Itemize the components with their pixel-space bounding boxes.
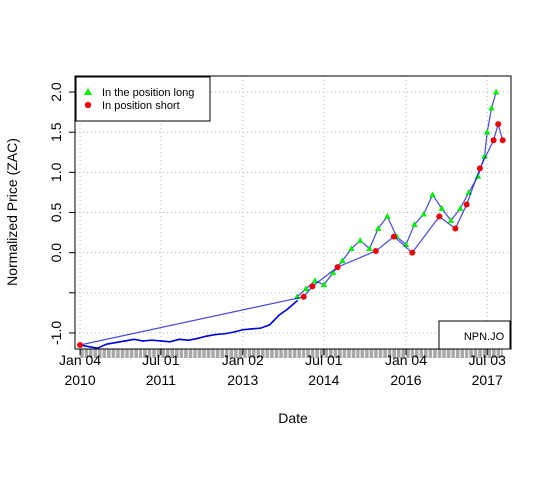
series-point (436, 213, 443, 220)
x-tick-label: Jul 03 (469, 352, 507, 368)
x-tick-label: Jan 02 (222, 352, 264, 368)
series-point (488, 104, 495, 111)
series-point (205, 335, 208, 337)
series-point (329, 269, 337, 276)
series-point (372, 248, 379, 255)
series-point (339, 257, 346, 264)
series-point (356, 237, 364, 244)
series-point (320, 281, 328, 288)
legend: In the position long In position short (75, 76, 211, 122)
series-point (187, 339, 190, 341)
x-tick-year-label: 2014 (308, 372, 339, 388)
series-point (374, 225, 382, 231)
series-point (133, 338, 136, 341)
series-point (124, 340, 126, 342)
series-point (499, 137, 506, 144)
y-tick-label: 2.0 (48, 82, 64, 102)
series-point (250, 328, 253, 330)
x-tick-label: Jan 04 (385, 352, 427, 368)
y-tick-label: 0.0 (48, 243, 64, 263)
x-tick-year-label: 2016 (390, 372, 421, 388)
series-point (223, 332, 226, 335)
y-tick-label: 1.0 (48, 162, 64, 182)
series-point (390, 233, 397, 240)
series-point (457, 205, 464, 211)
series-point (438, 205, 446, 211)
series-point (77, 341, 84, 348)
ticker-box (438, 320, 511, 350)
y-tick-label: 1.5 (48, 122, 64, 142)
ticker-label: NPN.JO (464, 331, 505, 343)
series-point (178, 338, 180, 341)
series-point (241, 328, 244, 331)
series-point (287, 308, 289, 310)
legend-label-short: In position short (102, 100, 180, 112)
x-tick-label: Jul 01 (142, 352, 180, 368)
series-point (141, 340, 144, 342)
legend-marker-short (84, 101, 92, 109)
series-point (160, 340, 162, 342)
y-tick-label: -1.0 (48, 321, 64, 345)
series-point (481, 152, 488, 159)
y-tick-label: 0.5 (48, 203, 64, 223)
x-tick-label: Jul 01 (305, 352, 343, 368)
ticker-annotation: NPN.JO (438, 320, 511, 350)
series-point (495, 121, 502, 128)
series-point (490, 137, 497, 144)
series-point (114, 341, 117, 344)
x-axis: Jan 04 2010 Jul 01 2011 Jan 02 2013 Jul 01 2014… (59, 349, 506, 388)
series-point (452, 225, 459, 232)
x-tick-year-label: 2017 (472, 372, 503, 388)
series-point (296, 300, 298, 302)
legend-label-long: In the position long (102, 87, 194, 99)
series-point (259, 327, 262, 329)
series-point (411, 221, 418, 227)
bottom-band-fill (80, 349, 503, 358)
series-point (334, 264, 341, 271)
series-point (87, 345, 90, 348)
series-point (300, 293, 307, 300)
y-axis-label: Normalized Price (ZAC) (4, 138, 20, 286)
x-tick-year-label: 2013 (227, 372, 258, 388)
series-point (447, 217, 455, 223)
series-point (151, 339, 153, 341)
series-point (278, 314, 280, 317)
x-axis-label: Date (278, 410, 308, 426)
series-line (79, 300, 298, 350)
series-point (268, 324, 271, 326)
series-point (169, 340, 171, 343)
series-point (366, 245, 373, 252)
series-point (483, 128, 491, 135)
series-point (384, 213, 391, 219)
x-tick-label: Jan 04 (59, 352, 101, 368)
series-point (311, 277, 319, 284)
x-tick-year-label: 2010 (64, 372, 95, 388)
y-axis: -1.0 0.0 0.5 1.0 1.5 2.0 (48, 82, 75, 345)
series-point (348, 245, 355, 252)
series-point (302, 285, 310, 292)
series-point (309, 283, 316, 290)
series-point (463, 201, 470, 208)
series-point (105, 343, 108, 345)
series-point (492, 88, 500, 95)
series-point (476, 165, 483, 172)
series-point (429, 191, 436, 198)
series-point (232, 331, 235, 333)
series-point (409, 249, 416, 256)
series-point (420, 210, 427, 217)
series-line (79, 121, 504, 346)
legend-marker-long (84, 88, 92, 95)
legend-box (75, 76, 211, 122)
x-tick-year-label: 2011 (146, 372, 176, 388)
series-point (196, 337, 198, 340)
series-point (214, 333, 217, 336)
series-layer (77, 88, 506, 350)
